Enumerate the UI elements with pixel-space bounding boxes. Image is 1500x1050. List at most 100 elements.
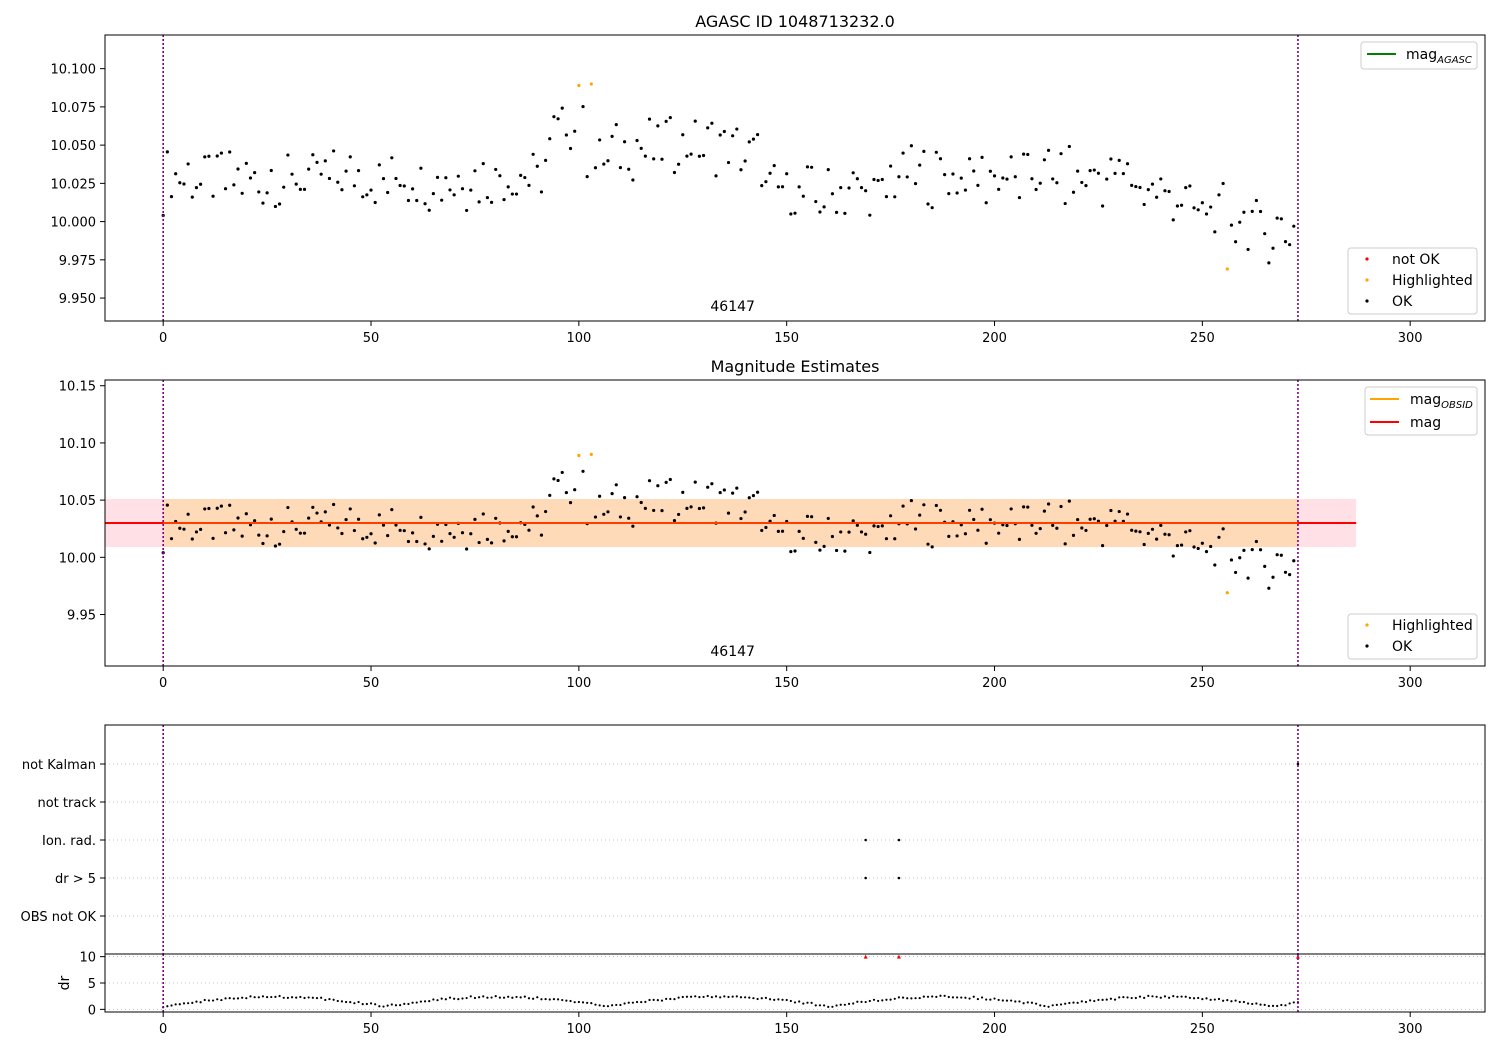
dr-point bbox=[174, 1003, 177, 1006]
agasc-legend-bottom: not OK Highlighted OK bbox=[1347, 247, 1478, 315]
agasc-point bbox=[361, 195, 365, 199]
agasc-point bbox=[1022, 152, 1026, 156]
estimates-point bbox=[664, 480, 668, 484]
agasc-point bbox=[423, 202, 427, 206]
estimates-xtick-label: 150 bbox=[774, 676, 799, 691]
estimates-point bbox=[568, 501, 573, 505]
estimates-point bbox=[564, 490, 568, 495]
estimates-point bbox=[967, 508, 972, 512]
agasc-point bbox=[1196, 208, 1200, 212]
agasc-point bbox=[776, 185, 780, 189]
estimates-point bbox=[814, 540, 818, 544]
estimates-point bbox=[681, 490, 685, 494]
dr-point bbox=[631, 1001, 634, 1004]
dr-point bbox=[432, 998, 435, 1001]
dr-point bbox=[469, 995, 472, 998]
dr-xtick-label: 150 bbox=[774, 1022, 799, 1037]
agasc-point bbox=[1046, 148, 1051, 152]
estimates-point bbox=[307, 516, 311, 520]
estimates-point bbox=[826, 516, 830, 521]
estimates-point bbox=[776, 529, 780, 533]
legend-dot-highlighted bbox=[1365, 278, 1369, 282]
dr-point bbox=[735, 995, 738, 998]
estimates-point bbox=[190, 537, 194, 541]
flag-point bbox=[897, 876, 901, 880]
agasc-point bbox=[984, 201, 988, 205]
estimates-point bbox=[1267, 586, 1271, 590]
estimates-point bbox=[286, 505, 290, 510]
estimates-point bbox=[294, 527, 298, 531]
estimates-point bbox=[731, 491, 735, 495]
agasc-point bbox=[386, 190, 390, 195]
dr-point bbox=[187, 1002, 190, 1005]
dr-point bbox=[423, 1000, 427, 1003]
estimates-point bbox=[452, 535, 456, 539]
dr-point bbox=[1080, 1000, 1083, 1003]
dr-point bbox=[685, 995, 689, 998]
dr-point bbox=[1064, 1002, 1067, 1005]
estimates-point bbox=[469, 532, 473, 536]
dr-point bbox=[698, 996, 701, 999]
dr-point bbox=[980, 996, 984, 999]
dr-ytick-label: 5 bbox=[88, 977, 96, 992]
dr-point bbox=[723, 995, 726, 998]
agasc-point bbox=[510, 192, 514, 196]
dr-point bbox=[1059, 1003, 1063, 1006]
dr-point bbox=[369, 1002, 373, 1005]
dr-point bbox=[1192, 997, 1196, 1000]
dr-point bbox=[1230, 1000, 1233, 1003]
estimates-point bbox=[1130, 528, 1134, 532]
dr-point bbox=[548, 998, 551, 1001]
agasc-point bbox=[598, 138, 602, 142]
agasc-point bbox=[635, 138, 639, 143]
agasc-point bbox=[223, 187, 228, 191]
dr-point bbox=[477, 996, 481, 999]
dr-point bbox=[1201, 998, 1204, 1001]
agasc-point bbox=[1204, 212, 1209, 216]
agasc-xtick-label: 300 bbox=[1398, 331, 1423, 346]
agasc-point bbox=[556, 117, 560, 121]
estimates-point bbox=[602, 512, 606, 516]
estimates-point bbox=[972, 517, 976, 522]
agasc-point bbox=[938, 157, 943, 161]
estimates-point-highlighted bbox=[1225, 591, 1229, 595]
agasc-axes bbox=[104, 34, 1486, 322]
dr-point bbox=[349, 1000, 352, 1004]
dr-point bbox=[843, 1003, 846, 1006]
flag-label: not track bbox=[37, 796, 96, 811]
agasc-point bbox=[739, 168, 743, 172]
dr-point bbox=[428, 1000, 431, 1003]
agasc-point bbox=[182, 182, 186, 186]
dr-point bbox=[1143, 996, 1146, 999]
dr-point bbox=[768, 998, 772, 1001]
estimates-point bbox=[747, 496, 751, 500]
dr-point bbox=[220, 998, 223, 1002]
dr-point bbox=[806, 1001, 809, 1004]
agasc-title: AGASC ID 1048713232.0 bbox=[695, 12, 895, 31]
agasc-point bbox=[469, 188, 473, 192]
estimates-point bbox=[415, 539, 419, 544]
agasc-point bbox=[1009, 155, 1013, 159]
estimates-point bbox=[1288, 572, 1292, 577]
legend-dot-highlighted-2 bbox=[1365, 623, 1369, 627]
agasc-point bbox=[294, 182, 298, 186]
estimates-point bbox=[323, 510, 327, 514]
estimates-point bbox=[797, 529, 801, 533]
estimates-point bbox=[1055, 526, 1059, 530]
estimates-point bbox=[1063, 542, 1067, 546]
dr-point bbox=[860, 1000, 863, 1004]
dr-point bbox=[1222, 999, 1225, 1002]
agasc-point bbox=[1292, 224, 1296, 228]
dr-point bbox=[997, 998, 1000, 1002]
estimates-point bbox=[652, 508, 656, 513]
estimates-point bbox=[1046, 502, 1051, 506]
estimates-xtick-label: 250 bbox=[1190, 676, 1215, 691]
estimates-point bbox=[1258, 548, 1263, 552]
estimates-point bbox=[1271, 575, 1275, 579]
estimates-point bbox=[889, 514, 893, 518]
agasc-point bbox=[1071, 190, 1076, 194]
dr-point bbox=[561, 998, 564, 1002]
dr-point bbox=[744, 996, 747, 999]
dr-point bbox=[303, 996, 306, 1000]
estimates-point bbox=[768, 519, 772, 523]
